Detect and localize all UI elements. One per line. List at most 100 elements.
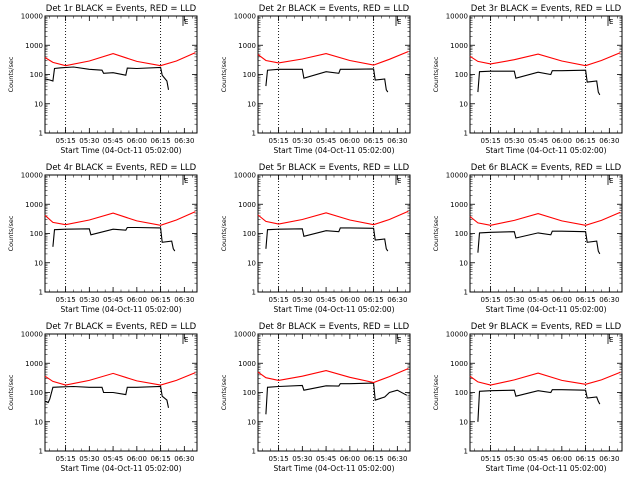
y-axis-label: Counts/sec — [220, 374, 228, 410]
lld-series-line — [257, 367, 409, 384]
y-tick-label: 10 — [34, 100, 43, 108]
y-tick-label: 100 — [30, 230, 43, 238]
y-tick-label: 1 — [39, 289, 43, 297]
x-tick-label: 05:45 — [316, 296, 336, 304]
x-tick-label: 05:15 — [268, 296, 288, 304]
x-tick-label: 05:15 — [55, 296, 75, 304]
chart-panel: Det 8r BLACK = Events, RED = LLD 1 10 100 10… — [220, 322, 411, 473]
x-axis-label: Start Time (04-Oct-11 05:02:00) — [60, 305, 181, 314]
x-tick-label: 05:30 — [292, 455, 312, 463]
chart-title: Det 5r BLACK = Events, RED = LLD — [259, 163, 410, 173]
x-tick-label: 05:15 — [480, 455, 500, 463]
plot-frame — [257, 174, 411, 293]
y-tick-label: 1 — [252, 448, 256, 456]
chart-title: Det 9r BLACK = Events, RED = LLD — [471, 322, 622, 332]
y-tick-label: 10000 — [446, 331, 468, 339]
x-tick-label: 05:45 — [316, 137, 336, 145]
y-tick-label: 1 — [39, 448, 43, 456]
y-tick-label: 1000 — [25, 42, 43, 50]
x-tick-label: 06:30 — [387, 296, 407, 304]
y-tick-label: 10 — [247, 259, 256, 267]
chart-title: Det 2r BLACK = Events, RED = LLD — [259, 4, 410, 14]
x-tick-label: 06:30 — [174, 455, 194, 463]
chart-title: Det 8r BLACK = Events, RED = LLD — [259, 322, 410, 332]
y-tick-label: 100 — [30, 71, 43, 79]
lld-series-line — [44, 52, 196, 67]
y-tick-label: 100 — [455, 71, 468, 79]
y-tick-label: 10 — [34, 259, 43, 267]
y-axis-label: Counts/sec — [7, 374, 15, 410]
plot-frame — [257, 15, 411, 134]
y-axis-label: Counts/sec — [220, 56, 228, 92]
events-series-line — [44, 385, 170, 408]
y-tick-label: 1000 — [238, 201, 256, 209]
x-tick-label: 05:15 — [55, 137, 75, 145]
x-tick-label: 05:45 — [528, 137, 548, 145]
chart-panel: Det 6r BLACK = Events, RED = LLD 1 10 100 10… — [432, 163, 623, 314]
corner-marker-label: E — [184, 18, 188, 26]
lld-series-line — [469, 52, 621, 67]
x-tick-label: 06:15 — [575, 455, 595, 463]
y-tick-label: 10000 — [21, 172, 43, 180]
events-series-line — [265, 227, 389, 252]
lld-series-line — [257, 50, 409, 66]
x-tick-label: 06:30 — [174, 137, 194, 145]
plot-frame — [469, 174, 623, 293]
chart-panel: Det 1r BLACK = Events, RED = LLD 1 10 100 10… — [7, 4, 198, 155]
plot-frame — [469, 333, 623, 452]
y-tick-label: 100 — [455, 389, 468, 397]
x-tick-label: 06:15 — [150, 296, 170, 304]
chart-panel: Det 3r BLACK = Events, RED = LLD 1 10 100 10… — [432, 4, 623, 155]
x-tick-label: 05:15 — [480, 137, 500, 145]
x-tick-label: 06:00 — [127, 455, 147, 463]
x-axis-label: Start Time (04-Oct-11 05:02:00) — [60, 464, 181, 473]
events-series-line — [44, 66, 170, 90]
lld-series-line — [469, 211, 621, 226]
y-axis-label: Counts/sec — [432, 215, 440, 251]
y-axis-label: Counts/sec — [220, 215, 228, 251]
x-axis-label: Start Time (04-Oct-11 05:02:00) — [273, 146, 394, 155]
y-tick-label: 1000 — [238, 360, 256, 368]
chart-title: Det 6r BLACK = Events, RED = LLD — [471, 163, 622, 173]
chart-title: Det 4r BLACK = Events, RED = LLD — [46, 163, 197, 173]
y-tick-label: 1000 — [450, 360, 468, 368]
y-tick-label: 1000 — [450, 42, 468, 50]
y-tick-label: 1 — [39, 130, 43, 138]
x-tick-label: 06:15 — [363, 455, 383, 463]
x-axis-label: Start Time (04-Oct-11 05:02:00) — [485, 305, 606, 314]
x-tick-label: 06:15 — [575, 296, 595, 304]
chart-panel: Det 4r BLACK = Events, RED = LLD 1 10 100 10… — [7, 163, 198, 314]
x-tick-label: 06:15 — [363, 296, 383, 304]
x-tick-label: 05:45 — [316, 455, 336, 463]
corner-marker-label: E — [184, 177, 188, 185]
chart-panel: Det 7r BLACK = Events, RED = LLD 1 10 100 10… — [7, 322, 198, 473]
events-series-line — [477, 230, 601, 255]
chart-panel: Det 2r BLACK = Events, RED = LLD 1 10 100 10… — [220, 4, 411, 155]
y-tick-label: 10 — [459, 259, 468, 267]
y-axis-label: Counts/sec — [7, 56, 15, 92]
y-tick-label: 1000 — [25, 360, 43, 368]
plot-frame — [257, 333, 411, 452]
y-axis-label: Counts/sec — [7, 215, 15, 251]
x-tick-label: 05:30 — [504, 137, 524, 145]
y-tick-label: 1 — [464, 130, 468, 138]
plot-frame — [44, 333, 198, 452]
corner-marker-label: E — [184, 336, 188, 344]
x-tick-label: 06:00 — [127, 137, 147, 145]
y-axis-label: Counts/sec — [432, 56, 440, 92]
y-tick-label: 1 — [252, 289, 256, 297]
x-tick-label: 06:00 — [340, 137, 360, 145]
x-tick-label: 05:15 — [268, 137, 288, 145]
x-tick-label: 06:00 — [127, 296, 147, 304]
y-tick-label: 1 — [464, 448, 468, 456]
y-tick-label: 100 — [243, 230, 256, 238]
x-axis-label: Start Time (04-Oct-11 05:02:00) — [273, 305, 394, 314]
y-tick-label: 10000 — [446, 172, 468, 180]
corner-marker-label: E — [609, 18, 613, 26]
x-tick-label: 05:45 — [103, 296, 123, 304]
chart-title: Det 7r BLACK = Events, RED = LLD — [46, 322, 197, 332]
x-tick-label: 05:30 — [504, 455, 524, 463]
x-tick-label: 05:45 — [103, 137, 123, 145]
lld-series-line — [44, 211, 196, 226]
x-axis-label: Start Time (04-Oct-11 05:02:00) — [485, 464, 606, 473]
